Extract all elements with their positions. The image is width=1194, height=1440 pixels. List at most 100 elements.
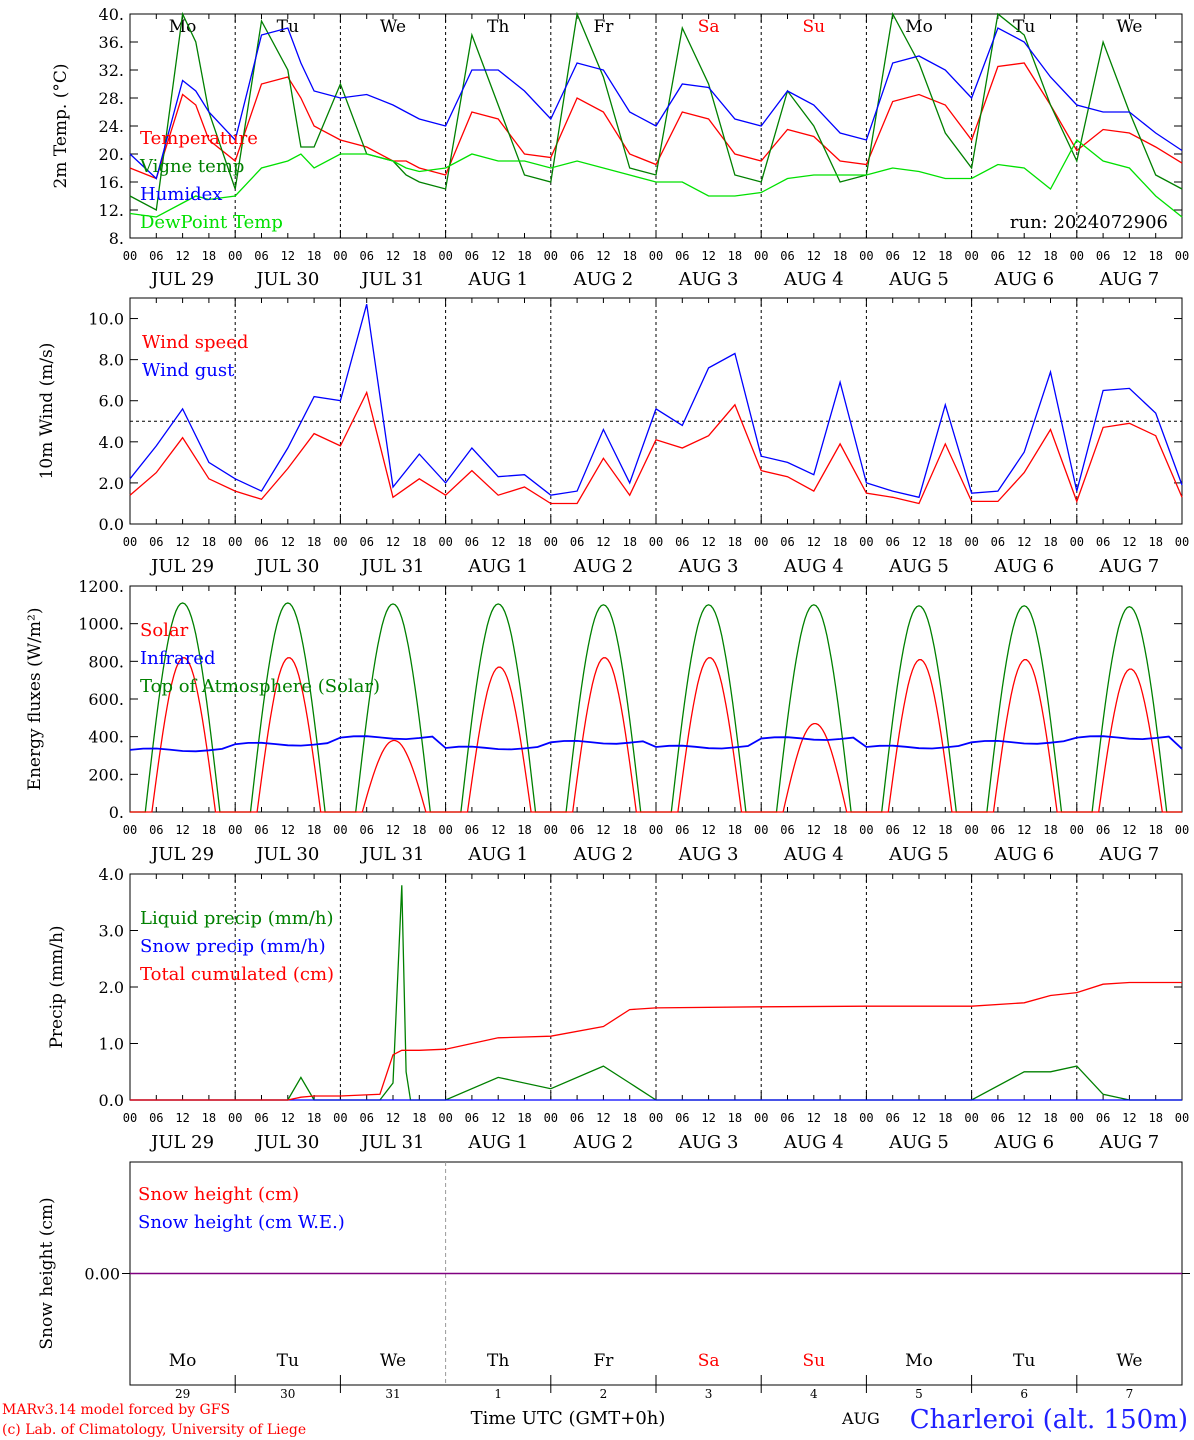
date-label: AUG 1 xyxy=(467,556,528,577)
hour-tick-label: 12 xyxy=(912,823,926,837)
y-tick-label: 8.0 xyxy=(99,351,124,370)
day-number-label: 4 xyxy=(810,1387,818,1401)
date-label: AUG 2 xyxy=(573,269,634,290)
date-label: JUL 30 xyxy=(254,269,319,290)
station-label: Charleroi (alt. 150m) xyxy=(910,1405,1188,1435)
date-label: JUL 29 xyxy=(149,269,214,290)
hour-tick-label: 18 xyxy=(412,823,426,837)
temperature-panel: 00 06 12 18 JUL 29 00 06 12 18 JUL 30 00 06 12 18 JUL … xyxy=(51,5,1189,290)
hour-tick-label: 12 xyxy=(386,249,400,263)
hour-tick-label: 06 xyxy=(359,1111,373,1125)
y-tick-label: 2.0 xyxy=(99,474,124,493)
snow-panel: 0.00 Snow height (cm) Snow height (cm) Snow… xyxy=(37,1161,1190,1401)
hour-tick-label: 06 xyxy=(675,249,689,263)
legend-entry: Total cumulated (cm) xyxy=(140,964,334,985)
date-label: AUG 3 xyxy=(678,269,739,290)
hour-tick-label: 00 xyxy=(649,249,663,263)
hour-tick-label: 06 xyxy=(465,535,479,549)
hour-tick-label: 12 xyxy=(175,1111,189,1125)
date-label: JUL 31 xyxy=(360,1132,425,1153)
date-label: AUG 3 xyxy=(678,556,739,577)
date-label: AUG 3 xyxy=(678,844,739,865)
date-label: JUL 31 xyxy=(360,844,425,865)
y-tick-label: 1200. xyxy=(78,577,124,596)
weekday-label: Tu xyxy=(277,1351,299,1371)
hour-tick-label: 00 xyxy=(333,535,347,549)
hour-tick-label: 18 xyxy=(728,823,742,837)
hour-tick-label: 18 xyxy=(307,249,321,263)
hour-tick-label: 12 xyxy=(175,823,189,837)
hour-tick-label: 12 xyxy=(386,535,400,549)
hour-tick-label: 06 xyxy=(991,535,1005,549)
hour-tick-label: 12 xyxy=(596,249,610,263)
hour-tick-label: 12 xyxy=(1017,823,1031,837)
hour-tick-label: 00 xyxy=(544,535,558,549)
date-label: AUG 4 xyxy=(783,556,844,577)
hour-tick-label: 18 xyxy=(202,1111,216,1125)
hour-tick-label: 00 xyxy=(1070,249,1084,263)
legend-entry: Snow height (cm W.E.) xyxy=(138,1212,345,1233)
hour-tick-label: 06 xyxy=(885,1111,899,1125)
y-tick-label: 40. xyxy=(99,5,124,24)
date-label: AUG 5 xyxy=(888,844,949,865)
wind-panel: 00 06 12 18 JUL 29 00 06 12 18 JUL 30 00 06 12 18 JUL … xyxy=(37,297,1189,577)
hour-tick-label: 00 xyxy=(1070,535,1084,549)
hour-tick-label: 06 xyxy=(1096,249,1110,263)
series-line-humidex xyxy=(129,27,1183,180)
precip-panel: 00 06 12 18 JUL 29 00 06 12 18 JUL 30 00 06 12 18 JUL … xyxy=(47,865,1189,1153)
date-label: JUL 31 xyxy=(360,556,425,577)
hour-tick-label: 00 xyxy=(1175,249,1189,263)
y-tick-label: 800. xyxy=(88,652,124,671)
hour-tick-label: 00 xyxy=(228,535,242,549)
hour-tick-label: 12 xyxy=(701,1111,715,1125)
hour-tick-label: 18 xyxy=(1148,249,1162,263)
hour-tick-label: 00 xyxy=(754,249,768,263)
series-line-wind-speed xyxy=(129,390,1183,505)
series-line-solar xyxy=(130,657,1182,813)
hour-tick-label: 12 xyxy=(1122,1111,1136,1125)
hour-tick-label: 18 xyxy=(833,1111,847,1125)
hour-tick-label: 18 xyxy=(1148,1111,1162,1125)
legend-entry: Snow precip (mm/h) xyxy=(140,936,326,957)
hour-tick-label: 06 xyxy=(991,823,1005,837)
date-label: AUG 2 xyxy=(573,844,634,865)
weekday-label: Su xyxy=(802,1351,825,1371)
day-number-label: 5 xyxy=(915,1387,923,1401)
weekday-label: Mo xyxy=(169,1351,197,1371)
date-label: AUG 7 xyxy=(1099,1132,1160,1153)
hour-tick-label: 06 xyxy=(359,249,373,263)
date-label: AUG 4 xyxy=(783,269,844,290)
date-label: JUL 30 xyxy=(254,556,319,577)
legend-entry: Solar xyxy=(140,620,189,641)
y-tick-label: 3.0 xyxy=(99,922,124,941)
hour-tick-label: 00 xyxy=(754,1111,768,1125)
hour-tick-label: 06 xyxy=(780,1111,794,1125)
hour-tick-label: 00 xyxy=(859,823,873,837)
hour-tick-label: 06 xyxy=(675,1111,689,1125)
y-axis-title: 2m Temp. (°C) xyxy=(51,63,71,188)
hour-tick-label: 06 xyxy=(465,249,479,263)
hour-tick-label: 18 xyxy=(1043,823,1057,837)
hour-tick-label: 18 xyxy=(517,249,531,263)
hour-tick-label: 18 xyxy=(1148,823,1162,837)
hour-tick-label: 12 xyxy=(1017,1111,1031,1125)
day-number-label: 30 xyxy=(280,1387,295,1401)
series-line-wind-gust xyxy=(129,304,1183,499)
hour-tick-label: 06 xyxy=(570,535,584,549)
date-label: AUG 7 xyxy=(1099,844,1160,865)
hour-tick-label: 00 xyxy=(123,249,137,263)
day-number-label: 1 xyxy=(494,1387,502,1401)
hour-tick-label: 00 xyxy=(333,823,347,837)
date-label: JUL 30 xyxy=(254,844,319,865)
hour-tick-label: 00 xyxy=(544,249,558,263)
y-tick-label: 4.0 xyxy=(99,433,124,452)
hour-tick-label: 06 xyxy=(675,823,689,837)
hour-tick-label: 12 xyxy=(386,823,400,837)
hour-tick-label: 12 xyxy=(281,535,295,549)
hour-tick-label: 12 xyxy=(491,823,505,837)
day-number-label: 6 xyxy=(1020,1387,1028,1401)
y-axis-title: 10m Wind (m/s) xyxy=(37,343,57,480)
hour-tick-label: 00 xyxy=(859,535,873,549)
legend-entry: Vigne temp xyxy=(139,156,244,177)
weekday-label: Sa xyxy=(698,17,720,37)
